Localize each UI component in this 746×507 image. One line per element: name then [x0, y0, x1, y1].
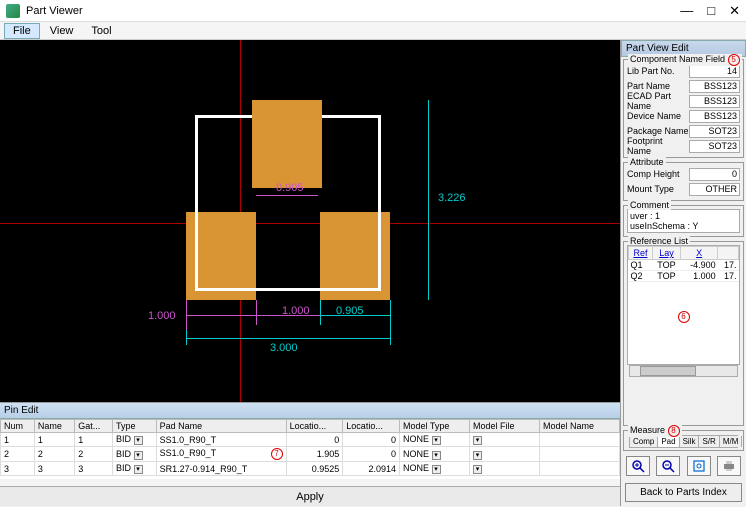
dim-b1: 1.000 — [148, 310, 176, 322]
dropdown-icon[interactable]: ▾ — [432, 465, 441, 474]
close-button[interactable]: ✕ — [729, 3, 740, 19]
pin-grid[interactable]: Num Name Gat... Type Pad Name Locatio...… — [0, 419, 620, 479]
back-button[interactable]: Back to Parts Index — [625, 483, 742, 502]
reflist-group: Reference List Ref Lay X Q1 TOP -4.900 1… — [623, 241, 744, 426]
ecad-part-name[interactable]: BSS123 — [689, 95, 740, 108]
mark-8: 8 — [668, 425, 680, 437]
pin-grid-header: Num Name Gat... Type Pad Name Locatio...… — [1, 420, 620, 433]
dropdown-icon[interactable]: ▾ — [432, 451, 441, 460]
dropdown-icon[interactable]: ▾ — [134, 451, 143, 460]
status-bar: Apply — [0, 486, 620, 506]
mark-6: 6 — [678, 311, 690, 323]
attribute-group: Attribute Comp Height0 Mount TypeOTHER — [623, 162, 744, 201]
title-bar: Part Viewer — □ ✕ — [0, 0, 746, 22]
tool-buttons — [623, 456, 744, 476]
dropdown-icon[interactable]: ▾ — [134, 436, 143, 445]
part-name[interactable]: BSS123 — [689, 80, 740, 93]
pin-row: 3 3 3 BID ▾ SR1.27-0.914_R90_T 0.9525 2.… — [1, 462, 620, 476]
menu-file[interactable]: File — [4, 23, 40, 39]
dim-mid: 0.905 — [276, 182, 304, 194]
dropdown-icon[interactable]: ▾ — [473, 465, 482, 474]
maximize-button[interactable]: □ — [707, 3, 715, 19]
pin-row: 2 2 2 BID ▾ SS1.0_R90_T 7 1.905 0 NONE ▾… — [1, 447, 620, 462]
tab-sr[interactable]: S/R — [699, 436, 719, 447]
dim-b2: 1.000 — [282, 305, 310, 317]
measure-group: Measure 8 Comp Pad Silk S/R M/M — [623, 430, 744, 451]
component-group: Component Name Field 5 Lib Part No.14 Pa… — [623, 59, 744, 158]
print-icon[interactable] — [717, 456, 741, 476]
mark-5: 5 — [728, 54, 740, 66]
tab-mm[interactable]: M/M — [720, 436, 743, 447]
ref-row: Q2 TOP 1.000 17. — [629, 271, 739, 282]
zoom-in-icon[interactable] — [626, 456, 650, 476]
pad-top — [252, 100, 322, 188]
minimize-button[interactable]: — — [680, 3, 693, 19]
dropdown-icon[interactable]: ▾ — [134, 465, 143, 474]
apply-button[interactable]: Apply — [296, 491, 324, 503]
device-name[interactable]: BSS123 — [689, 110, 740, 123]
menu-view[interactable]: View — [42, 24, 82, 38]
zoom-out-icon[interactable] — [656, 456, 680, 476]
dropdown-icon[interactable]: ▾ — [432, 436, 441, 445]
zoom-fit-icon[interactable] — [687, 456, 711, 476]
tab-silk[interactable]: Silk — [680, 436, 700, 447]
menu-bar: File View Tool — [0, 22, 746, 40]
canvas[interactable]: 3.226 0.905 1.000 1.000 0.905 3.000 — [0, 40, 620, 402]
tab-pad[interactable]: Pad — [658, 436, 679, 447]
app-icon — [6, 4, 20, 18]
lib-part-no[interactable]: 14 — [689, 65, 740, 78]
pin-edit-header: Pin Edit — [0, 403, 620, 419]
ref-row: Q1 TOP -4.900 17. — [629, 260, 739, 271]
dim-total: 3.000 — [270, 342, 298, 354]
mount-type[interactable]: OTHER — [689, 183, 740, 196]
comp-height[interactable]: 0 — [689, 168, 740, 181]
comment-text[interactable]: uver : 1 useInSchema : Y — [627, 209, 740, 233]
dropdown-icon[interactable]: ▾ — [473, 436, 482, 445]
window-title: Part Viewer — [26, 5, 680, 17]
comment-group: Comment uver : 1 useInSchema : Y — [623, 205, 744, 237]
menu-tool[interactable]: Tool — [83, 24, 119, 38]
dim-b3: 0.905 — [336, 305, 364, 317]
dim-height: 3.226 — [438, 192, 466, 204]
mark-7: 7 — [271, 448, 283, 460]
tab-comp[interactable]: Comp — [630, 436, 658, 447]
crosshair-h — [0, 223, 620, 224]
dropdown-icon[interactable]: ▾ — [473, 451, 482, 460]
footprint-name[interactable]: SOT23 — [689, 140, 740, 153]
ref-table[interactable]: Ref Lay X Q1 TOP -4.900 17. Q2 TOP — [627, 245, 740, 365]
ref-scrollbar[interactable] — [629, 365, 738, 377]
package-name[interactable]: SOT23 — [689, 125, 740, 138]
pin-row: 1 1 1 BID ▾ SS1.0_R90_T 0 0 NONE ▾ ▾ — [1, 433, 620, 447]
pin-edit-panel: Pin Edit Num Name Gat... Type Pad Name L… — [0, 402, 620, 486]
